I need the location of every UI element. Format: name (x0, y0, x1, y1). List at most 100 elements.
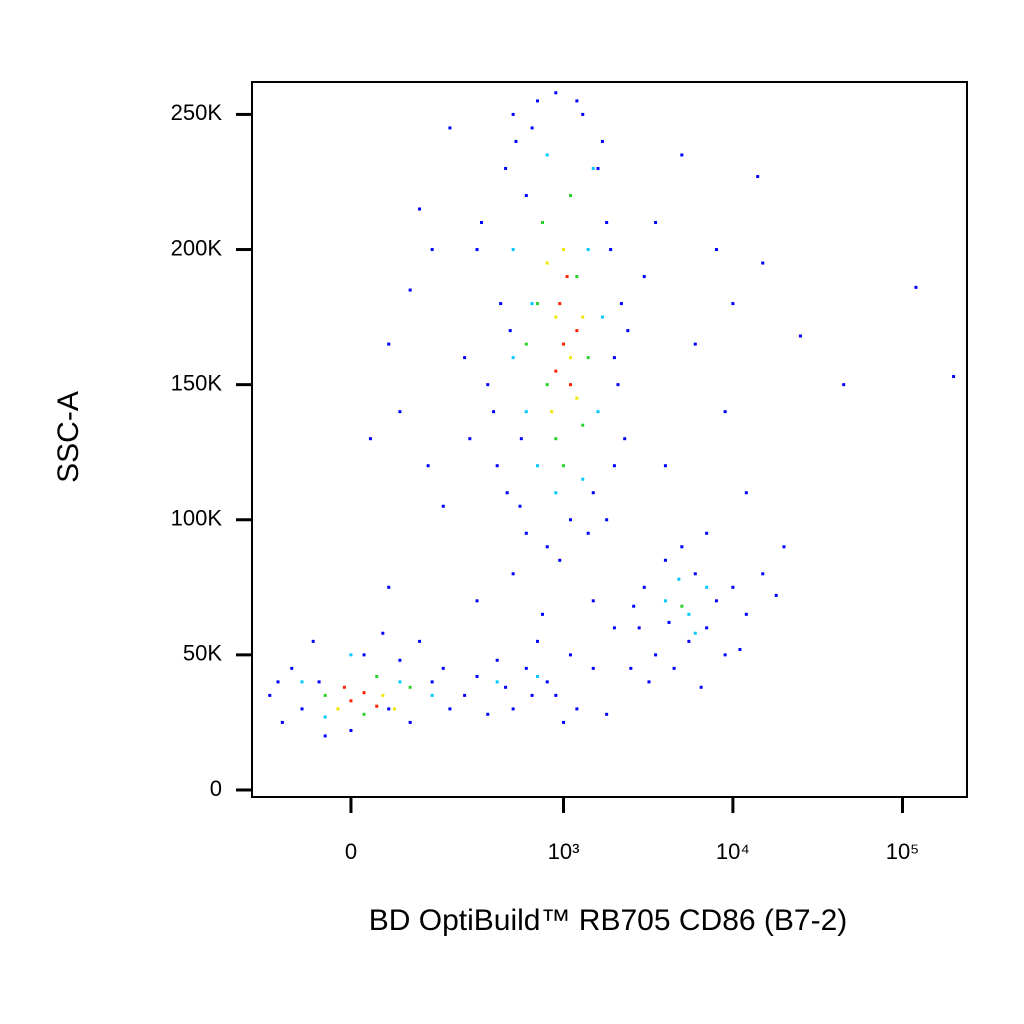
data-point (441, 504, 445, 508)
data-point (463, 693, 467, 697)
data-point (290, 666, 294, 670)
data-point (311, 639, 315, 643)
data-point (667, 620, 671, 624)
data-point (581, 112, 585, 116)
data-point (575, 707, 579, 711)
data-point (586, 356, 590, 360)
data-point (349, 653, 353, 657)
data-point (714, 599, 718, 603)
data-point (368, 437, 372, 441)
data-point (562, 464, 566, 468)
y-tick-label: 250K (171, 100, 223, 125)
data-point (581, 423, 585, 427)
data-point (554, 91, 558, 95)
y-tick-label: 50K (183, 641, 222, 666)
data-point (463, 356, 467, 360)
data-point (647, 680, 651, 684)
data-point (600, 139, 604, 143)
data-point (654, 653, 658, 657)
data-point (508, 329, 512, 333)
data-point (524, 666, 528, 670)
data-point (475, 674, 479, 678)
data-point (642, 585, 646, 589)
data-point (535, 464, 539, 468)
data-point (524, 410, 528, 414)
data-point (693, 342, 697, 346)
data-point (568, 653, 572, 657)
data-point (486, 712, 490, 716)
y-tick-label: 150K (171, 370, 223, 395)
data-point (519, 437, 523, 441)
data-point (492, 410, 496, 414)
data-point (398, 410, 402, 414)
data-point (738, 647, 742, 651)
data-point (591, 666, 595, 670)
data-point (731, 585, 735, 589)
data-point (545, 261, 549, 265)
x-tick-label: 10³ (548, 839, 580, 864)
data-point (468, 437, 472, 441)
data-point (524, 342, 528, 346)
data-point (562, 248, 566, 252)
data-point (448, 707, 452, 711)
data-point (475, 599, 479, 603)
data-point (774, 593, 778, 597)
data-point (475, 248, 479, 252)
data-point (619, 302, 623, 306)
data-point (535, 302, 539, 306)
data-point (495, 464, 499, 468)
data-point (605, 518, 609, 522)
data-point (530, 693, 534, 697)
data-point (568, 383, 572, 387)
data-point (654, 221, 658, 225)
data-point (568, 193, 572, 197)
data-point (952, 375, 956, 379)
data-point (276, 680, 280, 684)
data-point (562, 342, 566, 346)
data-point (300, 680, 304, 684)
data-point (441, 666, 445, 670)
data-point (680, 153, 684, 157)
data-point (418, 639, 422, 643)
data-point (387, 342, 391, 346)
data-point (605, 712, 609, 716)
data-point (568, 356, 572, 360)
data-point (511, 707, 515, 711)
data-point (744, 612, 748, 616)
data-point (591, 166, 595, 170)
data-point (581, 315, 585, 319)
data-point (637, 626, 641, 630)
data-point (408, 288, 412, 292)
data-point (761, 572, 765, 576)
data-point (699, 685, 703, 689)
data-point (581, 477, 585, 481)
data-point (362, 712, 366, 716)
data-point (541, 612, 545, 616)
data-point (550, 410, 554, 414)
data-point (381, 631, 385, 635)
data-point (524, 193, 528, 197)
data-point (612, 356, 616, 360)
data-point (586, 531, 590, 535)
data-point (562, 720, 566, 724)
data-point (575, 396, 579, 400)
data-point (398, 658, 402, 662)
data-point (317, 680, 321, 684)
data-point (530, 126, 534, 130)
data-point (693, 631, 697, 635)
plot-frame (251, 81, 968, 798)
data-point (486, 383, 490, 387)
data-point (545, 153, 549, 157)
data-point (596, 410, 600, 414)
data-point (504, 685, 508, 689)
data-point (381, 693, 385, 697)
data-point (387, 707, 391, 711)
data-point (430, 693, 434, 697)
y-tick-label: 200K (171, 235, 223, 260)
data-point (612, 464, 616, 468)
x-axis-title: BD OptiBuild™ RB705 CD86 (B7-2) (369, 904, 848, 937)
data-point (680, 545, 684, 549)
y-tick-label: 0 (210, 776, 222, 801)
data-point (554, 491, 558, 495)
